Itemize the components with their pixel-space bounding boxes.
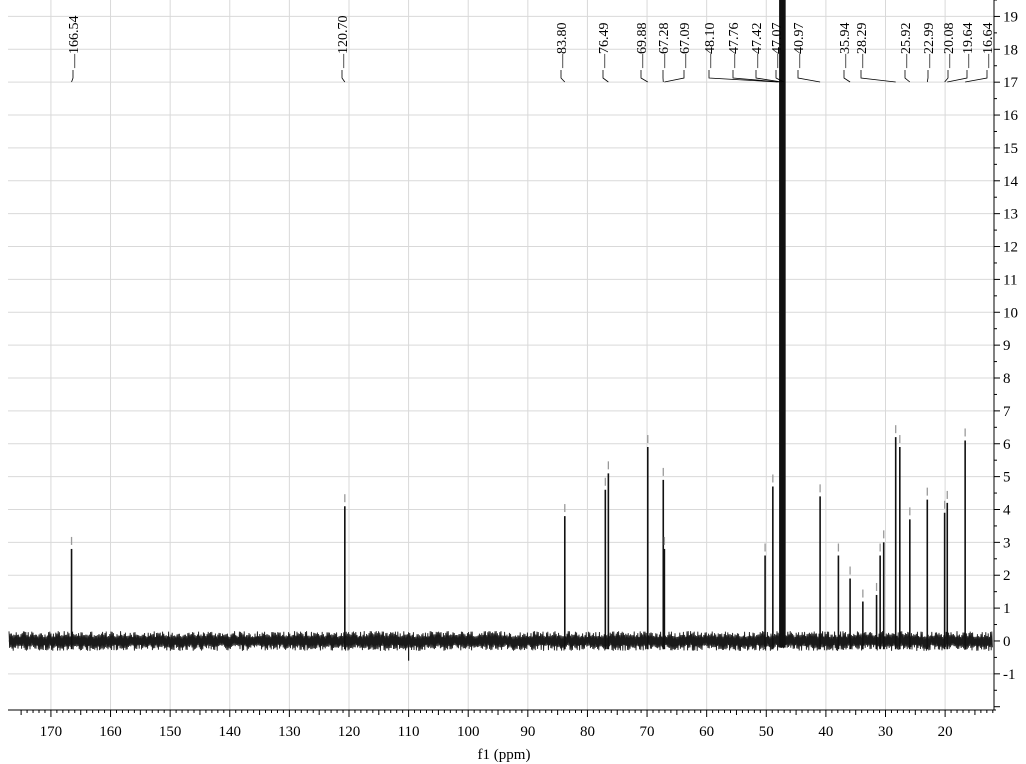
- y-tick-label: 13: [1003, 207, 1018, 223]
- peak-label: —40.97: [792, 23, 807, 70]
- x-tick-label: 90: [520, 724, 535, 740]
- peak-leader-line: [944, 70, 949, 83]
- y-tick-label: 18: [1003, 42, 1018, 58]
- x-tick-label: 120: [338, 724, 361, 740]
- peak-label: —22.99: [922, 23, 937, 70]
- peak-label: —47.76: [727, 23, 742, 70]
- x-tick-label: 70: [640, 724, 655, 740]
- peak-leader-line: [664, 70, 685, 83]
- x-tick-label: 30: [878, 724, 893, 740]
- y-tick-label: 12: [1003, 240, 1018, 256]
- peak-leader-line: [965, 70, 988, 83]
- y-tick-label: 14: [1003, 174, 1019, 190]
- y-tick-label: 3: [1003, 535, 1011, 551]
- peak-label: —76.49: [597, 23, 612, 70]
- x-tick-label: 40: [818, 724, 833, 740]
- y-tick-label: 19: [1003, 9, 1018, 25]
- peak-annotations: —166.54 —120.70 —83.80 —76.49 —69.88 —67.28 —6…: [67, 16, 996, 83]
- peak-label: —48.10: [703, 23, 718, 70]
- peak-leader-line: [843, 70, 851, 83]
- peak-label: —47.42: [750, 23, 765, 70]
- y-tick-label: 15: [1003, 141, 1018, 157]
- peak-leader-line: [708, 70, 778, 83]
- peak-label: —69.88: [635, 23, 650, 70]
- peak-solvent: [782, 0, 786, 648]
- peak-leader-line: [947, 70, 968, 83]
- peak-leader-line: [602, 70, 609, 83]
- x-tick-label: 50: [759, 724, 774, 740]
- x-tick-label: 130: [278, 724, 301, 740]
- peak-label: —83.80: [555, 23, 570, 70]
- peak-label: —35.94: [838, 23, 853, 70]
- plot-frame: [8, 0, 996, 711]
- peak-leader-line: [755, 70, 782, 83]
- x-tick-label: 100: [457, 724, 480, 740]
- y-tick-label: 8: [1003, 371, 1011, 387]
- y-tick-label: 1: [1003, 601, 1011, 617]
- peak-label: —120.70: [336, 16, 351, 70]
- x-axis: 170 160 150 140 130 120 110 100 90 80 70 60 50 40 30 20: [20, 710, 994, 740]
- y-tick-label: 6: [1003, 437, 1011, 453]
- peak-leader-line: [926, 70, 929, 83]
- x-tick-label: 150: [159, 724, 182, 740]
- peak-leader-line: [560, 70, 566, 83]
- peak-leader-line: [797, 70, 821, 83]
- y-tick-label: 9: [1003, 338, 1011, 354]
- peak-leader-line: [71, 70, 74, 83]
- peak-leader-line: [775, 70, 784, 83]
- y-tick-label: 11: [1003, 272, 1017, 288]
- peak-label: —166.54: [67, 16, 82, 70]
- y-tick-label: 7: [1003, 404, 1011, 420]
- peak-label: —19.64: [961, 23, 976, 70]
- x-tick-label: 60: [699, 724, 714, 740]
- y-tick-label: -1: [1003, 667, 1016, 683]
- peak-leader-line: [904, 70, 911, 83]
- spectrum-trace: [8, 0, 993, 661]
- grid-lines: [8, 0, 994, 710]
- x-tick-label: 140: [219, 724, 242, 740]
- peak-leader-line: [860, 70, 896, 83]
- y-tick-label: 17: [1003, 75, 1019, 91]
- x-tick-label: 160: [99, 724, 122, 740]
- peak-leader-line: [341, 70, 346, 83]
- x-tick-label: 20: [938, 724, 953, 740]
- peak-label: —67.09: [678, 23, 693, 70]
- peak-label: —28.29: [855, 23, 870, 70]
- y-tick-label: 16: [1003, 108, 1019, 124]
- peak-label: —20.08: [942, 23, 957, 70]
- noise-baseline: [8, 631, 993, 651]
- peak-label: —16.64: [981, 23, 996, 70]
- x-tick-label: 80: [580, 724, 595, 740]
- peak-label: —25.92: [899, 23, 914, 70]
- x-axis-title: f1 (ppm): [478, 747, 531, 763]
- peak-label: —47.07: [770, 23, 785, 70]
- y-tick-label: 5: [1003, 470, 1011, 486]
- peak-leader-line: [732, 70, 780, 83]
- peak-label: —67.28: [657, 23, 672, 70]
- x-tick-label: 170: [40, 724, 63, 740]
- peak-leader-line: [640, 70, 648, 83]
- y-tick-label: 4: [1003, 502, 1011, 518]
- y-tick-label: 10: [1003, 305, 1018, 321]
- x-tick-label: 110: [398, 724, 420, 740]
- y-tick-label: 0: [1003, 634, 1011, 650]
- y-tick-label: 2: [1003, 568, 1011, 584]
